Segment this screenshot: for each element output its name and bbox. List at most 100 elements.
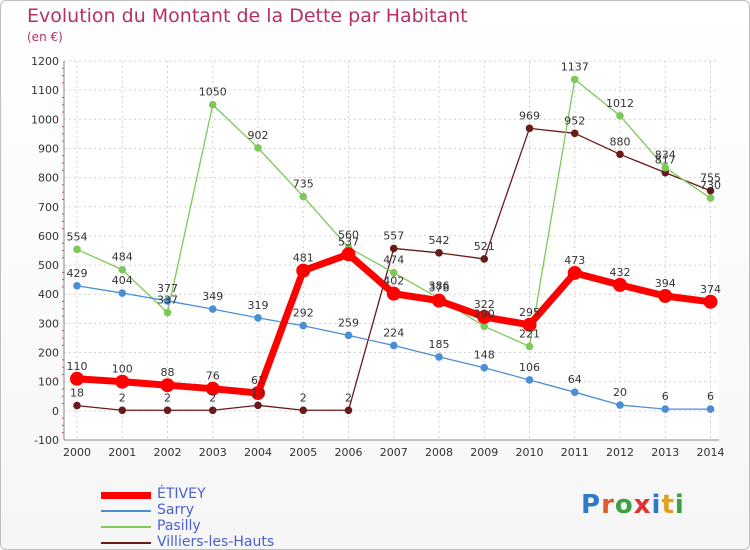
y-tick-label: 300: [38, 317, 59, 330]
data-point: [661, 163, 670, 172]
y-tick-label: -100: [34, 434, 59, 447]
data-label: 484: [112, 251, 133, 264]
x-tick-label: 2001: [108, 446, 136, 459]
data-point: [160, 378, 175, 393]
data-point: [570, 75, 579, 84]
data-label: 521: [474, 240, 495, 253]
data-point: [208, 406, 217, 415]
data-label: 402: [383, 275, 404, 288]
data-label: 6: [707, 390, 714, 403]
data-point: [616, 401, 624, 409]
data-point: [118, 406, 127, 415]
y-tick-label: 1200: [31, 55, 59, 68]
data-point: [567, 265, 582, 280]
data-label: 560: [338, 229, 359, 242]
legend-label: Sarry: [157, 502, 195, 518]
y-tick-label: 200: [38, 347, 59, 360]
data-label: 2: [164, 391, 171, 404]
data-label: 349: [202, 290, 223, 303]
x-tick-label: 2003: [199, 446, 227, 459]
data-label: 2: [119, 391, 126, 404]
data-label: 952: [564, 114, 585, 127]
data-label: 337: [157, 294, 178, 307]
data-point: [386, 286, 401, 301]
data-point: [296, 263, 311, 278]
y-tick-label: 100: [38, 376, 59, 389]
data-label: 110: [67, 360, 88, 373]
data-point: [389, 268, 398, 277]
data-point: [477, 309, 492, 324]
data-label: 817: [655, 154, 676, 167]
data-point: [570, 129, 579, 138]
data-point: [73, 401, 81, 410]
x-tick-label: 2004: [244, 446, 272, 459]
data-point: [435, 353, 443, 361]
y-tick-label: 600: [38, 230, 59, 243]
data-point: [254, 401, 262, 410]
logo-letter: P: [581, 490, 602, 520]
data-point: [208, 100, 217, 109]
data-point: [658, 288, 673, 303]
data-point: [163, 297, 172, 305]
proxiti-logo: Proxiti: [581, 490, 685, 520]
data-label: 64: [568, 373, 582, 386]
logo-letter: i: [651, 490, 662, 520]
data-label: 481: [293, 252, 314, 265]
data-label: 537: [338, 235, 359, 248]
data-label: 148: [474, 349, 495, 362]
data-point: [480, 322, 489, 331]
logo-letter: i: [674, 490, 685, 520]
y-tick-label: 1000: [31, 113, 59, 126]
data-label: 88: [161, 366, 175, 379]
data-label: 378: [429, 282, 450, 295]
data-point: [661, 405, 670, 413]
data-point: [73, 281, 81, 290]
data-point: [616, 112, 624, 120]
data-point: [480, 255, 489, 263]
data-point: [163, 308, 172, 317]
data-label: 290: [474, 307, 495, 320]
data-label: 557: [383, 229, 404, 242]
data-label: 474: [383, 254, 404, 267]
x-tick-label: 2009: [470, 446, 498, 459]
data-label: 322: [474, 298, 495, 311]
x-tick-label: 2002: [154, 446, 182, 459]
data-label: 295: [519, 306, 540, 319]
data-point: [115, 374, 130, 389]
data-label: 221: [519, 327, 540, 340]
data-point: [613, 277, 627, 292]
data-point: [706, 405, 715, 413]
data-point: [118, 265, 127, 274]
data-label: 404: [112, 274, 133, 287]
data-label: 19: [251, 386, 265, 399]
data-label: 76: [206, 370, 220, 383]
logo-letter: o: [614, 490, 634, 520]
legend-label: ÉTIVEY: [157, 486, 206, 502]
x-tick-label: 2014: [697, 446, 725, 459]
data-point: [205, 381, 220, 396]
data-label: 834: [655, 149, 676, 162]
chart-unit-label: (en €): [27, 30, 63, 44]
data-point: [525, 124, 534, 133]
data-point: [118, 289, 127, 297]
data-label: 2: [209, 391, 216, 404]
data-point: [73, 245, 81, 254]
y-tick-label: 900: [38, 142, 59, 155]
data-point: [299, 192, 308, 201]
data-point: [254, 314, 262, 322]
x-tick-label: 2005: [289, 446, 317, 459]
data-label: 1137: [561, 60, 589, 73]
x-tick-label: 2011: [561, 446, 589, 459]
legend-label: Villiers-les-Hauts: [157, 534, 275, 550]
data-label: 61: [251, 374, 265, 387]
x-tick-label: 2008: [425, 446, 453, 459]
y-tick-label: 700: [38, 201, 59, 214]
data-point: [344, 331, 353, 340]
data-point: [703, 294, 718, 309]
data-label: 969: [519, 109, 540, 122]
x-tick-label: 2006: [335, 446, 363, 459]
data-label: 185: [429, 338, 450, 351]
data-label: 18: [70, 387, 84, 400]
